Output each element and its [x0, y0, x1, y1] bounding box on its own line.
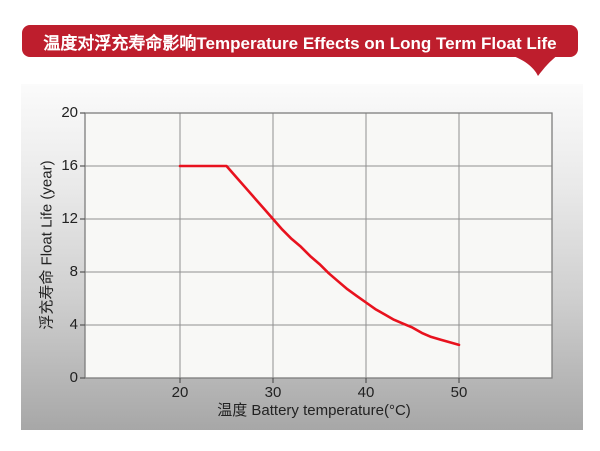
- title-banner: 温度对浮充寿命影响Temperature Effects on Long Ter…: [22, 25, 578, 57]
- plot-border: [84, 112, 553, 379]
- x-axis-title: 温度 Battery temperature(°C): [217, 402, 411, 419]
- y-tick-label: 20: [61, 104, 78, 121]
- y-tick-label: 0: [69, 369, 78, 386]
- y-tick-label: 12: [61, 210, 78, 227]
- y-axis-title: 浮充寿命 Float Life (year): [38, 160, 56, 330]
- page-title: 温度对浮充寿命影响Temperature Effects on Long Ter…: [43, 33, 557, 53]
- x-tick-label: 20: [171, 384, 189, 401]
- banner-tail-shape: [510, 55, 558, 76]
- x-tick-label: 30: [264, 384, 282, 401]
- y-tick-label: 4: [69, 316, 78, 333]
- y-tick-label: 16: [61, 157, 78, 174]
- float-life-curve: [178, 164, 461, 347]
- y-tick-label: 8: [69, 263, 78, 280]
- plot-area: [85, 113, 552, 378]
- x-tick-label: 40: [357, 384, 375, 401]
- x-tick-label: 50: [450, 384, 468, 401]
